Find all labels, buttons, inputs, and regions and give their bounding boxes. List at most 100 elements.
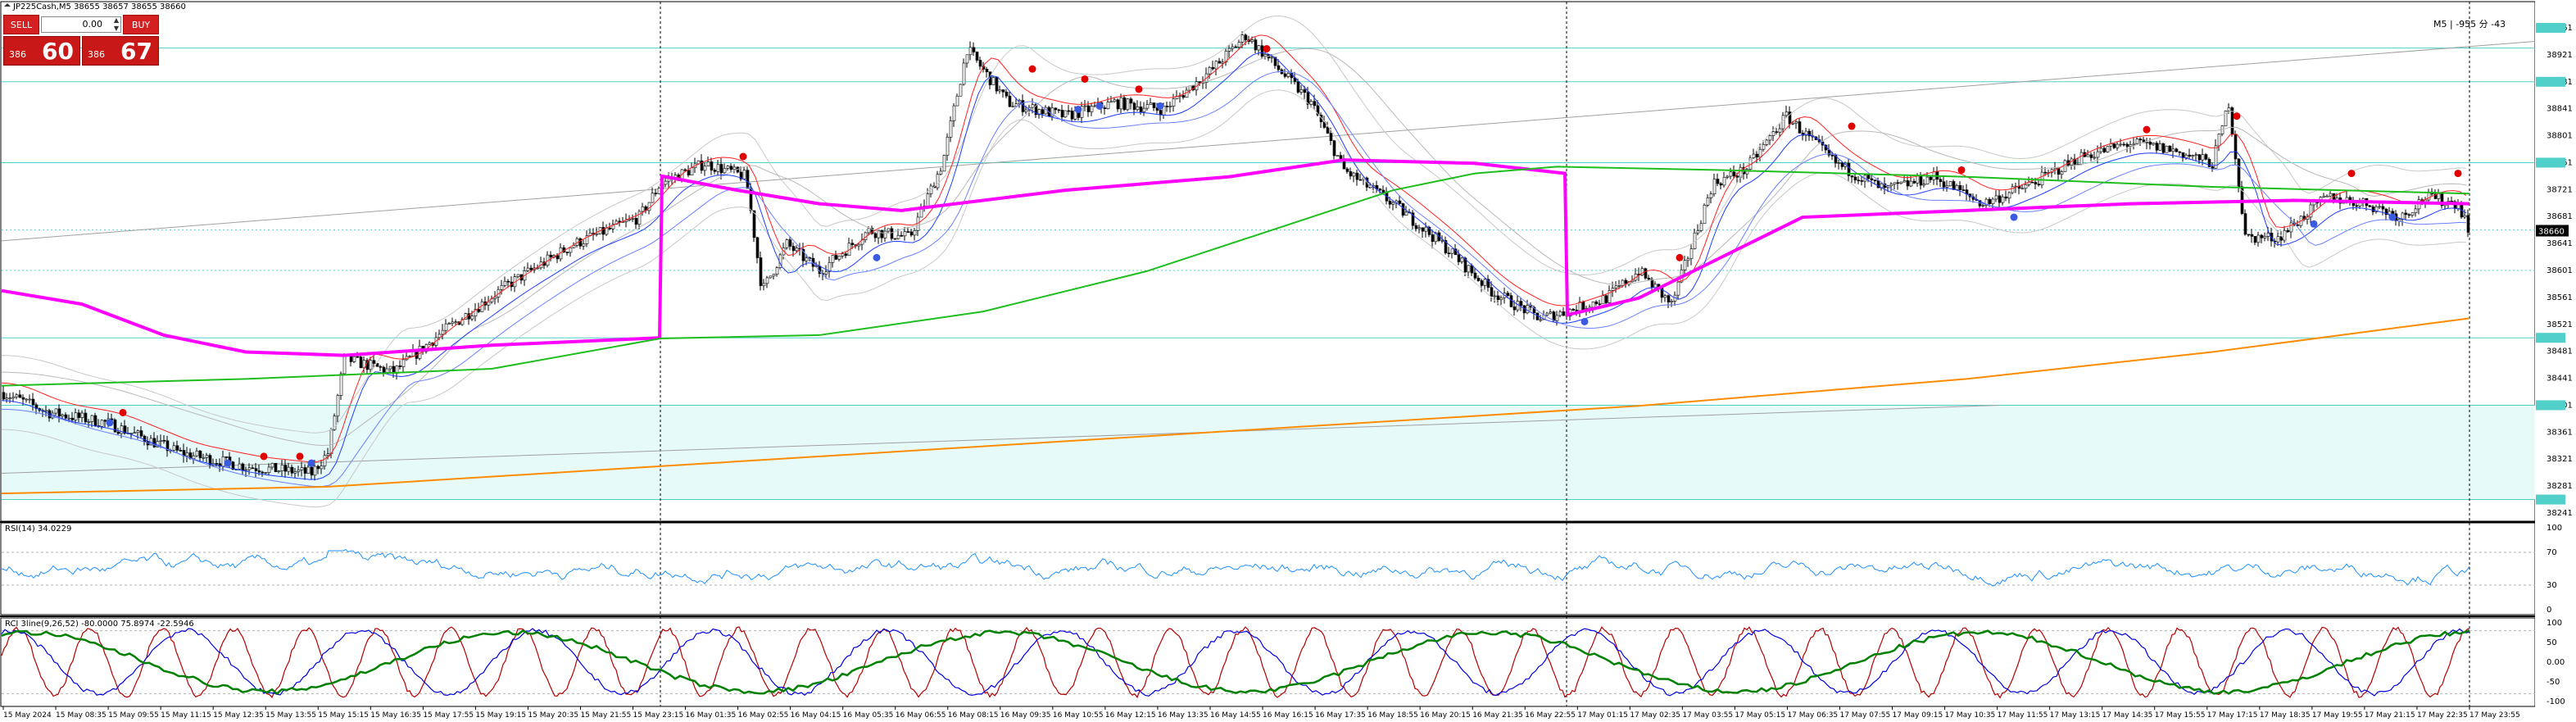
candle-body <box>290 466 294 474</box>
candle-body <box>2165 145 2169 153</box>
candle-body <box>2119 143 2123 146</box>
candle-body <box>257 470 261 473</box>
candle-body <box>198 451 202 458</box>
candle-body <box>195 451 199 456</box>
candle-body <box>1716 179 1720 184</box>
candle-body <box>1277 65 1281 70</box>
rsi-line <box>1 548 2470 587</box>
candle-body <box>585 235 589 244</box>
sell-price-prefix: 386 <box>9 49 26 60</box>
candle-body <box>2306 216 2310 220</box>
candle-body <box>2129 144 2133 148</box>
candle-body <box>1499 297 1503 301</box>
time-axis-label: 15 May 21:55 <box>580 711 631 719</box>
buy-signal-dot <box>224 459 232 467</box>
candle-body <box>67 417 71 420</box>
price-scale-label: 38321 <box>2547 455 2573 464</box>
candle-body <box>2391 211 2395 215</box>
buy-button[interactable]: BUY <box>123 15 159 34</box>
candle-body <box>352 356 356 362</box>
candle-body <box>1103 107 1107 110</box>
candle-body <box>900 234 904 237</box>
candle-body <box>690 167 694 176</box>
candle-body <box>1060 109 1064 118</box>
candle-body <box>716 164 720 172</box>
candle-body <box>867 228 871 234</box>
candle-body <box>700 160 704 171</box>
candle-body <box>1506 293 1510 296</box>
candle-body <box>2456 204 2460 209</box>
candle-body <box>729 166 733 170</box>
candle-body <box>1057 109 1061 111</box>
candle-body <box>1208 66 1212 75</box>
candle-body <box>1778 128 1782 133</box>
candle-body <box>2410 212 2415 216</box>
magenta-moving-average <box>1 158 2470 357</box>
candle-body <box>1224 51 1228 63</box>
candle-body <box>1706 198 1710 206</box>
candle-body <box>657 188 661 194</box>
candle-body <box>1172 98 1176 107</box>
candle-body <box>1070 110 1074 120</box>
candle-body <box>2155 143 2159 151</box>
candle-body <box>1948 181 1952 187</box>
candle-body <box>2217 134 2221 147</box>
candle-body <box>890 228 894 239</box>
candle-body <box>2020 188 2025 190</box>
candle-body <box>1240 34 1245 43</box>
time-axis-label: 16 May 20:15 <box>1420 711 1471 719</box>
candle-body <box>2168 145 2172 152</box>
candle-body <box>1149 102 1153 105</box>
candle-body <box>2276 236 2280 243</box>
candle-body <box>1388 200 1392 205</box>
candle-body <box>120 425 124 434</box>
candle-body <box>837 256 841 260</box>
candle-body <box>477 309 481 312</box>
candle-body <box>1837 162 1841 164</box>
price-scale-label: 38841 <box>2547 105 2573 114</box>
candle-body <box>634 218 638 225</box>
candle-body <box>238 463 242 470</box>
candle-body <box>968 47 973 56</box>
sell-price-box[interactable]: 386 60 <box>3 36 80 66</box>
candle-body <box>857 243 861 247</box>
buy-price-box[interactable]: 386 67 <box>82 36 159 66</box>
candle-body <box>1840 162 1844 167</box>
symbol-info-line: JP225Cash,M5 38655 38657 38655 38660 <box>12 2 186 11</box>
time-axis-label: 17 May 06:35 <box>1787 711 1838 719</box>
candle-body <box>1939 179 1943 182</box>
candle-body <box>1358 179 1363 181</box>
lot-size-input[interactable]: 0.00 <box>41 16 121 33</box>
candle-body <box>2207 159 2211 167</box>
candle-body <box>1663 295 1667 298</box>
candle-body <box>1581 302 1585 311</box>
candle-body <box>1919 175 1923 186</box>
candle-body <box>1404 211 1408 216</box>
candle-body <box>1726 175 1730 178</box>
candle-body <box>2224 111 2228 127</box>
candle-body <box>2125 143 2129 148</box>
candle-body <box>1145 104 1150 109</box>
candle-body <box>788 239 792 247</box>
candle-body <box>1847 162 1851 176</box>
candle-body <box>2309 204 2313 218</box>
candle-body <box>1349 171 1353 177</box>
lot-stepper-icon[interactable]: ▲ ▼ <box>113 16 120 32</box>
candle-body <box>1667 295 1671 302</box>
candle-body <box>1860 180 1864 182</box>
green-moving-average <box>1 166 2470 387</box>
candle-body <box>1991 198 1995 204</box>
rci-scale-label: 0.00 <box>2547 658 2565 667</box>
candle-body <box>31 398 35 406</box>
candle-body <box>418 346 422 359</box>
candle-body <box>2184 154 2188 158</box>
time-axis-label: 17 May 15:55 <box>2155 711 2206 719</box>
candle-body <box>1591 302 1595 308</box>
sell-button[interactable]: SELL <box>3 15 39 34</box>
candle-body <box>1244 34 1248 40</box>
candle-body <box>611 224 615 229</box>
candle-body <box>2263 236 2267 238</box>
candle-body <box>1735 175 1739 178</box>
candle-body <box>270 462 274 468</box>
